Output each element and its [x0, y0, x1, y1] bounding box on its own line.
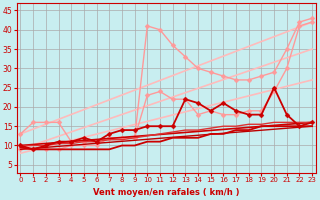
X-axis label: Vent moyen/en rafales ( km/h ): Vent moyen/en rafales ( km/h ): [93, 188, 240, 197]
